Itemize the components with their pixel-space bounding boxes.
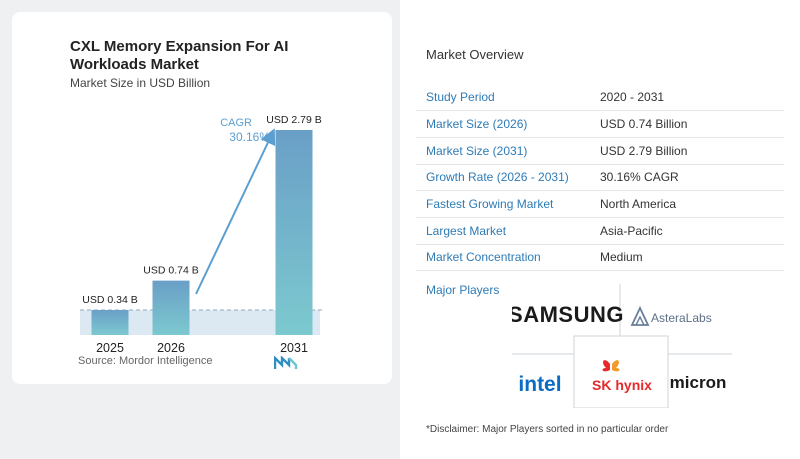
sk-hynix-logo: SK hynix <box>592 377 652 393</box>
x-tick-label: 2031 <box>280 341 308 355</box>
chart-title: CXL Memory Expansion For AI Workloads Ma… <box>70 38 289 73</box>
row-key: Study Period <box>416 84 594 112</box>
table-row: Fastest Growing Market North America <box>416 190 784 218</box>
row-key: Market Size (2031) <box>416 137 594 165</box>
x-tick-label: 2026 <box>157 341 185 355</box>
table-row: Market Size (2031) USD 2.79 Billion <box>416 137 784 165</box>
table-row: Study Period 2020 - 2031 <box>416 84 784 112</box>
row-key: Market Concentration <box>416 244 594 272</box>
disclaimer: *Disclaimer: Major Players sorted in no … <box>426 424 669 435</box>
row-key: Largest Market <box>416 217 594 245</box>
table-row: Growth Rate (2026 - 2031) 30.16% CAGR <box>416 164 784 192</box>
table-row: Market Concentration Medium <box>416 244 784 272</box>
row-key: Fastest Growing Market <box>416 190 594 218</box>
bar-2026 <box>152 280 190 335</box>
cagr-value: 30.16% <box>229 130 270 144</box>
micron-logo: micron <box>670 373 727 392</box>
intel-logo: intel <box>518 373 561 396</box>
row-value: USD 0.74 Billion <box>594 110 784 138</box>
overview-title: Market Overview <box>426 47 524 62</box>
row-key: Market Size (2026) <box>416 110 594 138</box>
row-value: 2020 - 2031 <box>594 84 784 112</box>
asteralabs-logo: AsteraLabs <box>651 311 712 325</box>
data-label-2026: USD 0.74 B <box>143 265 198 277</box>
x-tick-label: 2025 <box>96 341 124 355</box>
data-label-2025: USD 0.34 B <box>82 294 137 306</box>
row-value: Medium <box>594 244 784 272</box>
chart-subtitle: Market Size in USD Billion <box>70 76 211 90</box>
row-value: North America <box>594 190 784 218</box>
row-key: Growth Rate (2026 - 2031) <box>416 164 594 192</box>
samsung-logo: SAMSUNG <box>512 302 624 327</box>
bar-2025 <box>91 310 129 335</box>
mordor-intelligence-logo-icon <box>274 356 298 369</box>
bar-2031 <box>275 130 313 335</box>
row-value: USD 2.79 Billion <box>594 137 784 165</box>
cagr-label: CAGR <box>220 117 252 129</box>
overview-table: Study Period 2020 - 2031 Market Size (202… <box>416 84 784 272</box>
sk-hynix-butterfly-icon <box>602 360 620 372</box>
asteralabs-logo-icon <box>630 305 650 326</box>
cagr-arrow <box>195 128 276 295</box>
row-value: Asia-Pacific <box>594 217 784 245</box>
major-players-label: Major Players <box>426 283 500 297</box>
row-value: 30.16% CAGR <box>594 164 784 192</box>
data-label-2031: USD 2.79 B <box>266 114 321 126</box>
bar-chart: USD 0.34 B 2025 USD 0.74 B 2026 USD 2.79 B 20… <box>80 114 322 355</box>
major-players-logos: SAMSUNG AsteraLabs intel SK hynix micron <box>512 284 732 408</box>
table-row: Market Size (2026) USD 0.74 Billion <box>416 110 784 138</box>
table-row: Largest Market Asia-Pacific <box>416 217 784 245</box>
source-note: Source: Mordor Intelligence <box>78 355 213 367</box>
